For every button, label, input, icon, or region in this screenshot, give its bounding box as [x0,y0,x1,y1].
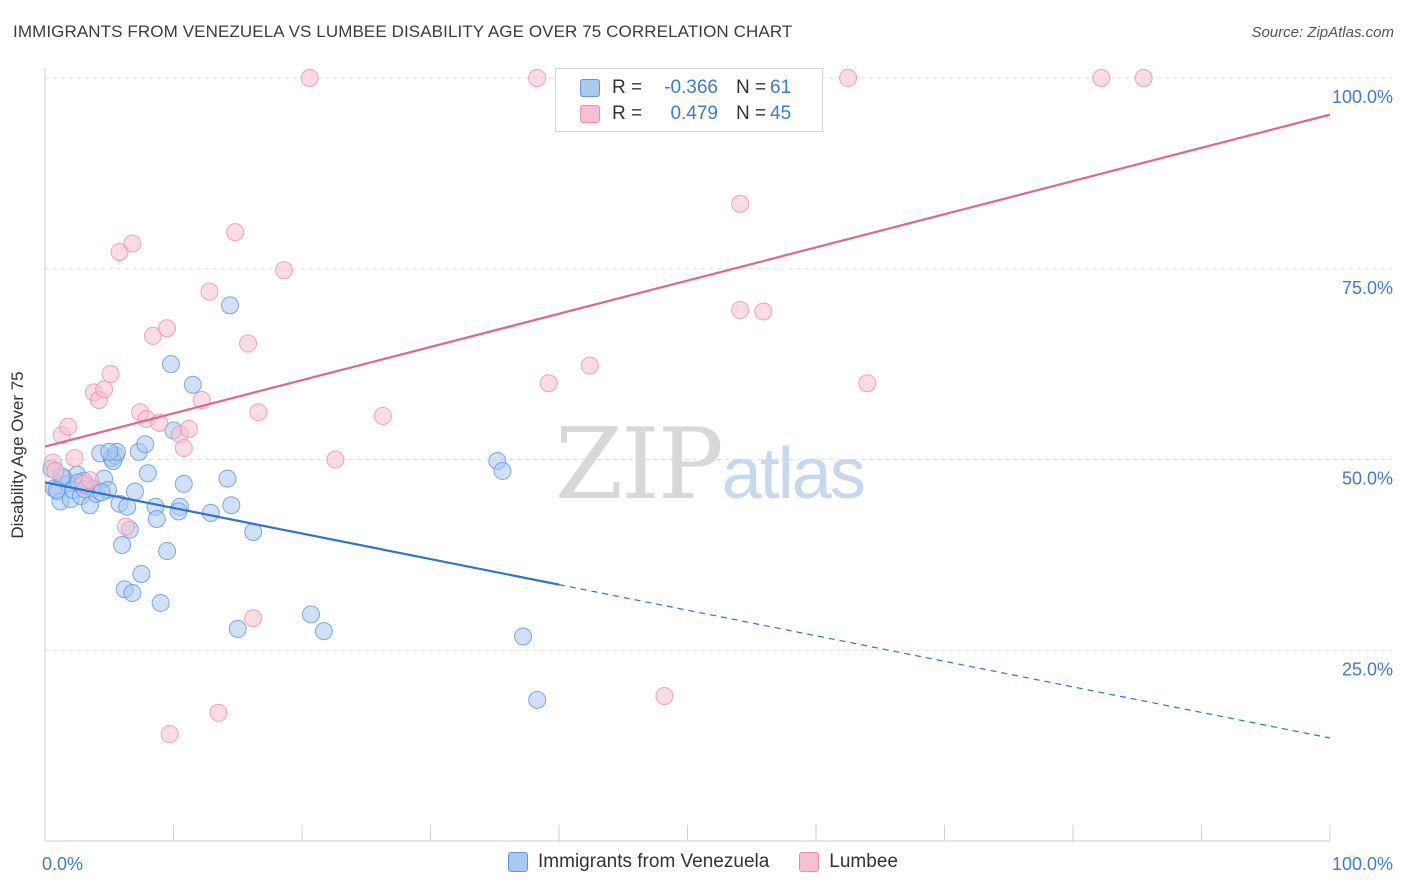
lumbee-point [244,609,263,628]
lumbee-trend-line [44,113,1331,448]
venezuela-point [123,584,142,603]
venezuela-point [201,503,220,522]
series-swatch-blue [508,852,529,872]
series-legend: Immigrants from Venezuela Lumbee [0,851,1406,873]
y-axis-label: Disability Age Over 75 [8,371,27,539]
venezuela-trend-line [44,481,560,586]
lumbee-point [101,365,120,384]
lumbee-point [65,448,84,467]
lumbee-point [80,471,99,490]
lumbee-point [731,300,750,319]
venezuela-point [125,482,144,501]
venezuela-point [174,474,193,493]
y-tick-label: 100.0% [1332,87,1393,107]
lumbee-point [539,374,558,393]
venezuela-trend-line-extension [558,584,1331,739]
venezuela-point [228,619,247,638]
lumbee-point [179,419,198,438]
lumbee-point [174,439,193,458]
y-tick-label: 50.0% [1342,469,1393,489]
venezuela-point [514,627,533,646]
lumbee-point [160,725,179,744]
venezuela-point [132,564,151,583]
legend-r-value: 0.479 [670,103,718,124]
lumbee-point [1134,69,1153,87]
lumbee-point [580,356,599,375]
lumbee-point [326,450,345,469]
watermark-zip: ZIP [555,408,724,522]
legend-r-label: R = [612,103,643,124]
venezuela-point [147,510,166,529]
venezuela-point [113,535,132,554]
venezuela-point [100,442,119,461]
venezuela-point [301,605,320,624]
lumbee-point [123,234,142,253]
y-tick-label: 25.0% [1342,659,1393,679]
stats-legend-row-venezuela: R = -0.366 N = 61 [580,75,791,101]
chart-title: IMMIGRANTS FROM VENEZUELA VS LUMBEE DISA… [13,22,793,41]
source-label: Source: ZipAtlas.com [1251,24,1394,41]
stats-legend: R = -0.366 N = 61 R = 0.479 N = 45 [555,68,823,132]
lumbee-point [59,417,78,436]
lumbee-point [858,374,877,393]
legend-n-label: N = [736,103,767,124]
legend-n-value: 45 [770,103,792,124]
watermark: ZIPatlas [555,408,866,522]
series-legend-venezuela: Immigrants from Venezuela [508,851,769,873]
venezuela-point [528,690,547,709]
venezuela-point [222,496,241,515]
lumbee-point [373,407,392,426]
venezuela-point [218,469,237,488]
venezuela-point [161,355,180,374]
stats-legend-row-lumbee: R = 0.479 N = 45 [580,101,791,127]
x-tick-label-max: 100.0% [1332,854,1393,874]
venezuela-point [183,375,202,394]
lumbee-point [655,687,674,706]
lumbee-point [46,461,65,480]
venezuela-point [221,296,240,315]
lumbee-point [239,334,258,353]
venezuela-point [158,542,177,561]
lumbee-point [110,242,129,261]
lumbee-point [249,403,268,422]
series-label-lumbee: Lumbee [829,851,898,872]
x-tick-label-min: 0.0% [42,854,83,874]
lumbee-point [731,194,750,213]
legend-swatch-pink [580,105,600,123]
lumbee-point [143,326,162,345]
lumbee-point [116,517,135,536]
series-label-venezuela: Immigrants from Venezuela [538,851,770,872]
lumbee-point [839,69,858,87]
lumbee-point [1092,69,1111,87]
lumbee-point [200,282,219,301]
legend-n-label: N = [736,77,767,98]
lumbee-point [158,319,177,338]
legend-n-value: 61 [770,77,792,98]
venezuela-point [314,622,333,641]
venezuela-point [169,502,188,521]
venezuela-point [136,435,155,454]
lumbee-point [300,69,319,87]
watermark-atlas: atlas [721,434,866,514]
venezuela-point [493,461,512,480]
lumbee-point [226,223,245,242]
lumbee-point [754,302,773,321]
legend-swatch-blue [580,79,600,97]
series-swatch-pink [799,852,820,872]
venezuela-point [138,464,157,483]
lumbee-point [275,261,294,280]
venezuela-point [151,593,170,612]
legend-r-value: -0.366 [664,77,718,98]
y-tick-label: 75.0% [1342,278,1393,298]
series-legend-lumbee: Lumbee [799,851,898,873]
lumbee-point [95,380,114,399]
lumbee-point [528,69,547,87]
legend-r-label: R = [612,77,643,98]
lumbee-point [209,703,228,722]
